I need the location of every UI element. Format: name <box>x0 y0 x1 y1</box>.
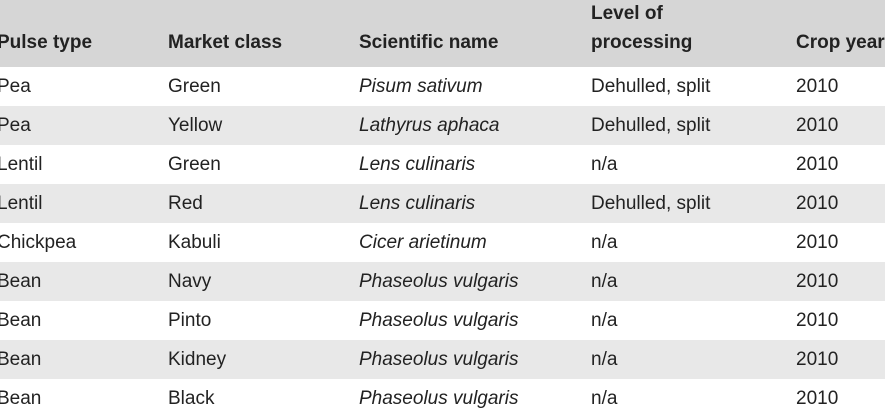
header-crop-year: Crop year <box>796 32 885 53</box>
cell-crop-year: 2010 <box>796 232 839 253</box>
header-scientific-name: Scientific name <box>359 32 499 53</box>
cell-scientific-name: Phaseolus vulgaris <box>359 271 519 292</box>
cell-scientific-name: Lens culinaris <box>359 193 476 214</box>
cell-pulse-type: Chickpea <box>0 232 77 253</box>
cell-crop-year: 2010 <box>796 76 839 97</box>
cell-crop-year: 2010 <box>796 271 839 292</box>
cell-scientific-name: Lens culinaris <box>359 154 476 175</box>
cell-crop-year: 2010 <box>796 115 839 136</box>
cell-crop-year: 2010 <box>796 154 839 175</box>
cell-market-class: Kabuli <box>168 232 221 253</box>
table-row: Bean Kidney Phaseolus vulgaris n/a 2010 <box>0 340 885 379</box>
cell-crop-year: 2010 <box>796 193 839 214</box>
cell-pulse-type: Pea <box>0 115 31 136</box>
cell-processing: n/a <box>591 310 618 331</box>
table-row: Bean Pinto Phaseolus vulgaris n/a 2010 <box>0 301 885 340</box>
cell-market-class: Yellow <box>168 115 223 136</box>
cell-processing: Dehulled, split <box>591 115 711 136</box>
header-processing-line2: processing <box>591 32 693 53</box>
cell-scientific-name: Phaseolus vulgaris <box>359 310 519 331</box>
table-row: Bean Black Phaseolus vulgaris n/a 2010 <box>0 379 885 410</box>
header-market-class: Market class <box>168 32 283 53</box>
table-row: Lentil Red Lens culinaris Dehulled, spli… <box>0 184 885 223</box>
cell-crop-year: 2010 <box>796 388 839 409</box>
cell-processing: n/a <box>591 154 618 175</box>
cell-market-class: Pinto <box>168 310 212 331</box>
cell-crop-year: 2010 <box>796 349 839 370</box>
table-row: Chickpea Kabuli Cicer arietinum n/a 2010 <box>0 223 885 262</box>
cell-market-class: Black <box>168 388 215 409</box>
cell-processing: Dehulled, split <box>591 193 711 214</box>
cell-pulse-type: Bean <box>0 388 42 409</box>
cell-crop-year: 2010 <box>796 310 839 331</box>
cell-market-class: Green <box>168 154 221 175</box>
cell-market-class: Red <box>168 193 203 214</box>
cell-scientific-name: Pisum sativum <box>359 76 483 97</box>
cell-pulse-type: Lentil <box>0 154 43 175</box>
cell-pulse-type: Pea <box>0 76 31 97</box>
cell-processing: n/a <box>591 349 618 370</box>
cell-market-class: Navy <box>168 271 212 292</box>
table-header: Pulse type Market class Scientific name … <box>0 0 885 67</box>
cell-pulse-type: Lentil <box>0 193 43 214</box>
cell-scientific-name: Cicer arietinum <box>359 232 487 253</box>
cell-market-class: Green <box>168 76 221 97</box>
cell-pulse-type: Bean <box>0 349 42 370</box>
table-row: Pea Green Pisum sativum Dehulled, split … <box>0 67 885 106</box>
cell-processing: n/a <box>591 232 618 253</box>
cell-processing: n/a <box>591 388 618 409</box>
cell-market-class: Kidney <box>168 349 227 370</box>
header-pulse-type: Pulse type <box>0 32 93 53</box>
table-row: Pea Yellow Lathyrus aphaca Dehulled, spl… <box>0 106 885 145</box>
cell-pulse-type: Bean <box>0 271 42 292</box>
cell-pulse-type: Bean <box>0 310 42 331</box>
header-processing-line1: Level of <box>591 3 663 24</box>
cell-scientific-name: Phaseolus vulgaris <box>359 349 519 370</box>
table-row: Lentil Green Lens culinaris n/a 2010 <box>0 145 885 184</box>
cell-scientific-name: Lathyrus aphaca <box>359 115 500 136</box>
cell-processing: n/a <box>591 271 618 292</box>
cell-processing: Dehulled, split <box>591 76 711 97</box>
cell-scientific-name: Phaseolus vulgaris <box>359 388 519 409</box>
table-row: Bean Navy Phaseolus vulgaris n/a 2010 <box>0 262 885 301</box>
